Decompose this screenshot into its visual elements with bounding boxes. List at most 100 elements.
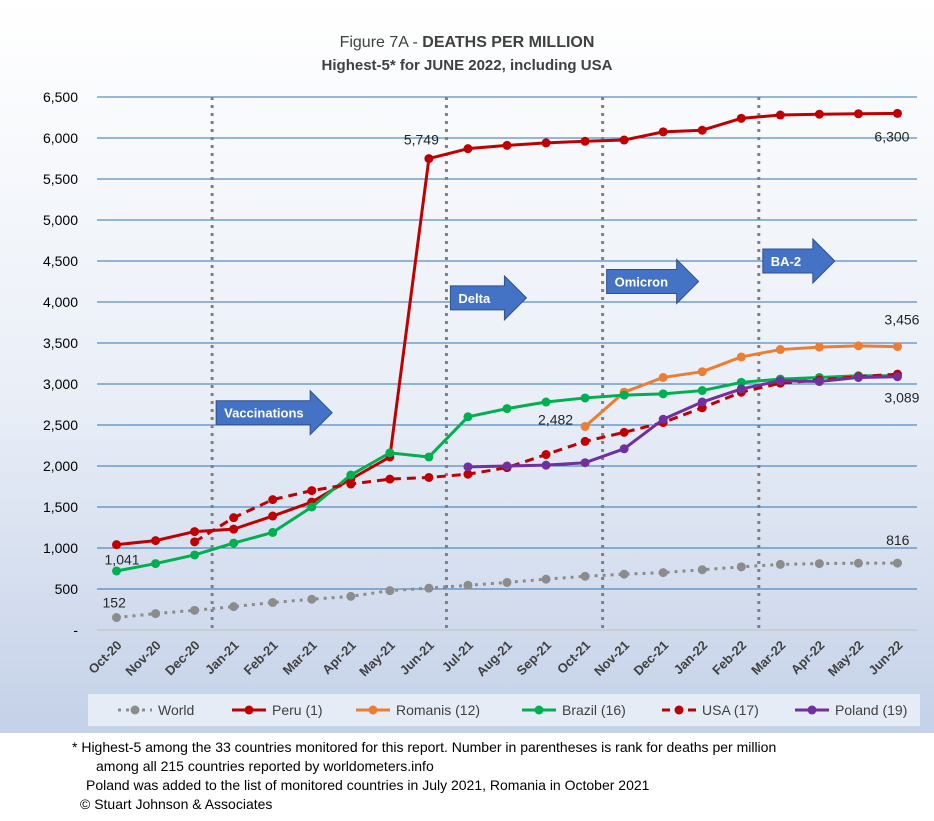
data-point: [190, 537, 200, 547]
data-point: [112, 540, 122, 550]
data-point: [814, 377, 824, 387]
event-arrow-label: Omicron: [615, 275, 669, 290]
x-tick-label: Sep-21: [513, 638, 554, 679]
legend-swatch-marker: [674, 705, 684, 715]
data-point: [619, 444, 629, 454]
x-tick-label: Mar-22: [748, 638, 788, 678]
data-point: [346, 479, 356, 489]
data-point: [268, 598, 278, 608]
data-point: [385, 448, 395, 458]
data-point: [736, 352, 746, 362]
data-point: [736, 113, 746, 123]
data-point: [190, 527, 200, 537]
data-point: [658, 372, 668, 382]
data-point: [229, 602, 239, 612]
x-tick-label: Apr-22: [788, 638, 828, 678]
data-point: [385, 474, 395, 484]
x-tick-label: May-21: [356, 638, 398, 680]
x-tick-label: Mar-21: [280, 638, 320, 678]
x-tick-label: Dec-20: [162, 638, 203, 679]
footnotes: * Highest-5 among the 33 countries monit…: [0, 738, 934, 814]
data-point: [580, 571, 590, 581]
x-tick-label: Aug-21: [473, 638, 515, 680]
x-tick-label: Jun-21: [397, 638, 437, 678]
series-line: [116, 111, 898, 547]
data-label: 5,749: [404, 132, 439, 148]
legend-swatch-marker: [244, 705, 254, 715]
data-point: [424, 452, 434, 462]
data-point: [346, 591, 356, 601]
data-point: [502, 461, 512, 471]
data-point: [190, 550, 200, 560]
data-point: [541, 138, 551, 148]
data-point: [541, 450, 551, 460]
legend-swatch-marker: [807, 705, 817, 715]
event-arrow-label: Delta: [458, 291, 491, 306]
data-point: [892, 558, 902, 568]
x-tick-label: Apr-21: [319, 638, 359, 678]
data-point: [502, 404, 512, 414]
x-tick-label: Dec-21: [631, 638, 672, 679]
data-label: 1,041: [105, 552, 140, 568]
legend-label: USA (17): [702, 702, 759, 718]
legend-label: World: [158, 702, 194, 718]
data-point: [580, 436, 590, 446]
data-point: [775, 376, 785, 386]
legend-label: Romanis (12): [396, 702, 480, 718]
event-arrow-label: BA-2: [771, 254, 801, 269]
y-tick-label: 2,000: [43, 458, 78, 474]
data-point: [697, 367, 707, 377]
data-point: [541, 397, 551, 407]
legend-swatch-marker: [130, 705, 140, 715]
data-label: 152: [103, 595, 127, 611]
data-point: [853, 109, 863, 119]
data-point: [463, 469, 473, 479]
data-point: [346, 470, 356, 480]
data-point: [268, 511, 278, 521]
footnote-4: © Stuart Johnson & Associates: [80, 796, 273, 812]
data-point: [892, 108, 902, 118]
data-point: [307, 502, 317, 512]
series-line: [467, 375, 898, 469]
data-point: [151, 559, 161, 569]
legend-label: Brazil (16): [562, 702, 626, 718]
data-point: [502, 577, 512, 587]
y-tick-label: 5,500: [43, 171, 78, 187]
y-tick-label: 500: [55, 581, 79, 597]
footnote-3: Poland was added to the list of monitore…: [86, 777, 650, 793]
data-point: [697, 386, 707, 396]
data-point: [619, 135, 629, 145]
data-point: [268, 527, 278, 537]
x-tick-label: Jun-22: [865, 638, 905, 678]
chart-title-bold: DEATHS PER MILLION: [422, 34, 594, 51]
deaths-per-million-chart: Figure 7A - DEATHS PER MILLION Highest-5…: [43, 34, 920, 726]
data-point: [151, 609, 161, 619]
data-point: [424, 583, 434, 593]
data-label: 816: [886, 532, 910, 548]
event-arrow: [606, 258, 700, 305]
data-point: [814, 559, 824, 569]
data-point: [463, 144, 473, 154]
event-arrow: [449, 274, 528, 322]
data-point: [658, 414, 668, 424]
x-tick-label: Jan-22: [671, 638, 711, 678]
legend-swatch-marker: [534, 705, 544, 715]
y-tick-label: -: [73, 622, 78, 638]
y-tick-label: 6,000: [43, 130, 78, 146]
data-point: [229, 513, 239, 523]
x-tick-label: Nov-21: [591, 638, 632, 679]
data-point: [151, 536, 161, 546]
y-tick-label: 6,500: [43, 89, 78, 105]
y-tick-label: 3,500: [43, 335, 78, 351]
data-point: [229, 524, 239, 534]
data-point: [424, 472, 434, 482]
data-point: [619, 427, 629, 437]
data-point: [853, 341, 863, 351]
data-label: 3,089: [884, 390, 919, 406]
y-tick-label: 4,000: [43, 294, 78, 310]
data-point: [541, 574, 551, 584]
data-point: [775, 110, 785, 120]
data-point: [775, 559, 785, 569]
data-point: [736, 562, 746, 572]
data-point: [775, 345, 785, 355]
